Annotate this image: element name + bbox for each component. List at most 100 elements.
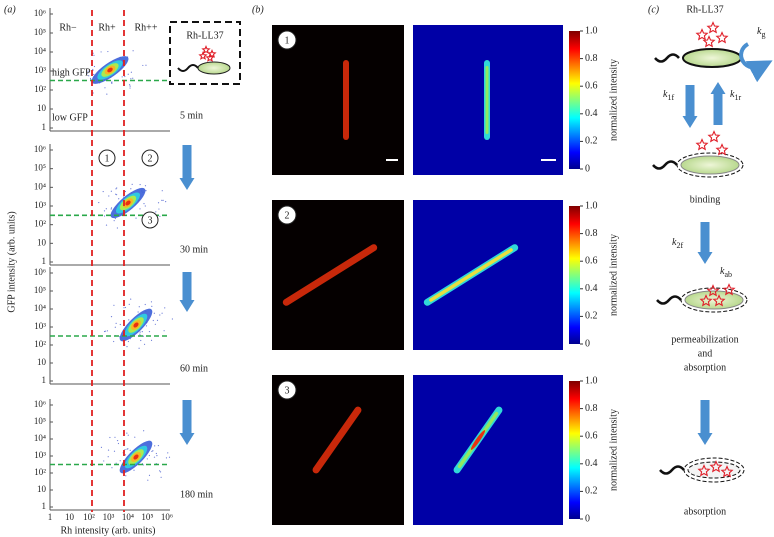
flagellum [177, 64, 199, 72]
scatter-dot [159, 471, 162, 473]
scatter-dot [110, 207, 113, 209]
y-tick-label: 1 [42, 122, 47, 132]
colorbar-tick-label: 0.6 [585, 430, 598, 441]
colorbar-scale [569, 206, 580, 344]
scatter-dot [142, 64, 144, 67]
scatter-dot [119, 460, 121, 462]
scatter-dot [151, 450, 153, 453]
scatter-dot [164, 307, 166, 309]
colorbar-tick-label: 0.6 [585, 80, 598, 91]
star [198, 51, 208, 60]
time-label: 180 min [180, 489, 213, 500]
scatter-dot [98, 201, 100, 204]
star [706, 284, 720, 297]
scatter-dot [109, 436, 111, 439]
rate-constant: kg [757, 26, 765, 39]
inset-label: Rh-LL37 [186, 30, 223, 41]
y-tick-label: 10 [37, 237, 47, 247]
scatter-dot [135, 217, 137, 219]
y-tick-label: 10 [37, 103, 47, 113]
x-tick-label: 10³ [103, 512, 115, 522]
scatter-dot [128, 84, 131, 86]
marker-number: 1 [105, 153, 110, 164]
star [706, 21, 720, 34]
rate-constant: k1f [663, 89, 674, 102]
colorbar-tick-label: 0.6 [585, 255, 598, 266]
colorbar: 0 0.2 0.4 0.6 0.8 1.0 normalized intensity [569, 200, 619, 349]
scatter-dot [89, 77, 92, 80]
marker-circle [98, 149, 116, 167]
scatter-dot [113, 450, 116, 452]
density-level [107, 67, 113, 73]
scatter-dot [171, 318, 173, 320]
scatter-dot [111, 467, 113, 469]
arrow [682, 85, 698, 128]
scatter-dot [118, 198, 120, 200]
scatter-dot [143, 430, 145, 432]
colorbar-scale [569, 381, 580, 519]
scatter-dot [103, 330, 106, 333]
scatter-dot [139, 331, 141, 333]
scatter-dot [115, 462, 117, 464]
scatter-dot [165, 457, 168, 459]
panel-label: (c) [648, 4, 660, 15]
scatter-plot: 1 10 10² 10³ 10⁴ 10⁵ 10⁶ 60 min [34, 267, 208, 385]
arrow [179, 272, 195, 312]
star [702, 35, 716, 48]
star [205, 53, 215, 62]
colorbar-tick-label: 0.2 [585, 486, 598, 497]
density-blob [119, 440, 153, 474]
scatter-dot [132, 50, 134, 52]
cell-map-core [485, 66, 489, 134]
arrow [179, 145, 195, 190]
colorbar-label: normalized intensity [608, 59, 619, 141]
recycle-arrow [739, 42, 773, 83]
scatter-dot [145, 64, 147, 66]
cell-red [282, 244, 378, 306]
colorbar-tick-label: 0 [585, 513, 590, 524]
scatter-dot [93, 54, 95, 56]
raw-image [272, 200, 404, 350]
rate-symbol: k [757, 26, 762, 37]
flagellum [659, 465, 685, 475]
scatter-dot [168, 456, 171, 458]
scatter-dot [86, 72, 89, 74]
scatter-dot [162, 199, 164, 201]
y-tick-label: 10⁵ [34, 163, 46, 173]
image-number: 1 [285, 35, 290, 46]
arrow [697, 222, 713, 264]
x-tick-label: 10⁶ [161, 512, 173, 522]
y-tick-label: 10³ [34, 450, 46, 460]
scatter-dot [161, 199, 163, 201]
star [712, 294, 726, 307]
scatter-dot [121, 76, 123, 78]
image-number: 3 [285, 385, 290, 396]
scatter-dot [165, 201, 167, 203]
colorbar-tick-label: 0.2 [585, 136, 598, 147]
scatter-dot [113, 340, 115, 343]
y-tick-label: 10² [34, 219, 46, 229]
scatter-dot [115, 188, 117, 190]
scatter-dot [113, 220, 115, 222]
scatter-dot [88, 75, 90, 77]
region-label: Rh++ [135, 22, 158, 33]
x-tick-label: 10² [83, 512, 95, 522]
star [201, 45, 211, 54]
scatter-dot [110, 190, 112, 192]
colorbar: 0 0.2 0.4 0.6 0.8 1.0 normalized intensity [569, 375, 619, 524]
colorbar-tick-label: 0.4 [585, 108, 598, 119]
scatter-dot [150, 339, 153, 341]
scatter-dot [147, 479, 149, 481]
scatter-dot [114, 326, 116, 328]
colorbar-tick-label: 0 [585, 338, 590, 349]
y-tick-label: 1 [42, 256, 47, 266]
marker-circle [141, 149, 159, 167]
scatter-dot [157, 202, 160, 204]
y-tick-label: 10⁶ [34, 267, 46, 277]
time-label: 30 min [180, 244, 208, 255]
scatter-dot [113, 304, 115, 306]
scatter-dot [139, 183, 141, 186]
rate-subscript: g [761, 30, 765, 39]
y-tick-label: 10⁵ [34, 416, 46, 426]
